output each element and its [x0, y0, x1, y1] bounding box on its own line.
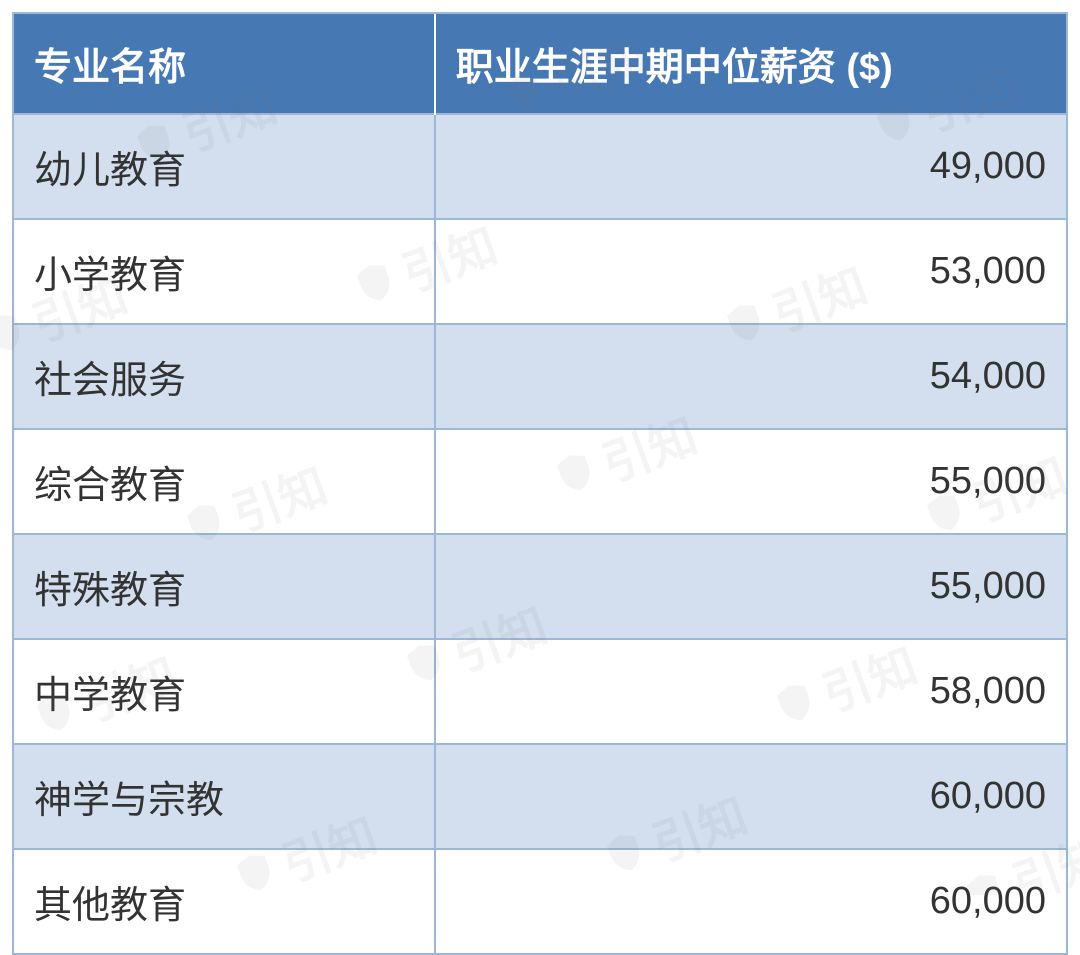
table-row: 其他教育 60,000 — [14, 849, 1066, 953]
cell-salary: 60,000 — [435, 744, 1066, 849]
cell-salary: 53,000 — [435, 219, 1066, 324]
header-major: 专业名称 — [14, 14, 435, 114]
cell-major: 特殊教育 — [14, 534, 435, 639]
cell-major: 中学教育 — [14, 639, 435, 744]
table-row: 小学教育 53,000 — [14, 219, 1066, 324]
cell-major: 小学教育 — [14, 219, 435, 324]
table-row: 特殊教育 55,000 — [14, 534, 1066, 639]
table-row: 中学教育 58,000 — [14, 639, 1066, 744]
header-salary: 职业生涯中期中位薪资 ($) — [435, 14, 1066, 114]
cell-salary: 55,000 — [435, 534, 1066, 639]
table-row: 社会服务 54,000 — [14, 324, 1066, 429]
salary-table-container: 专业名称 职业生涯中期中位薪资 ($) 幼儿教育 49,000 小学教育 53,… — [12, 12, 1068, 955]
cell-salary: 49,000 — [435, 114, 1066, 219]
table-body: 幼儿教育 49,000 小学教育 53,000 社会服务 54,000 综合教育… — [14, 114, 1066, 953]
table-header-row: 专业名称 职业生涯中期中位薪资 ($) — [14, 14, 1066, 114]
cell-salary: 58,000 — [435, 639, 1066, 744]
table-row: 幼儿教育 49,000 — [14, 114, 1066, 219]
table-row: 综合教育 55,000 — [14, 429, 1066, 534]
cell-major: 神学与宗教 — [14, 744, 435, 849]
cell-major: 综合教育 — [14, 429, 435, 534]
cell-major: 社会服务 — [14, 324, 435, 429]
cell-major: 幼儿教育 — [14, 114, 435, 219]
cell-major: 其他教育 — [14, 849, 435, 953]
salary-table: 专业名称 职业生涯中期中位薪资 ($) 幼儿教育 49,000 小学教育 53,… — [14, 14, 1066, 953]
table-row: 神学与宗教 60,000 — [14, 744, 1066, 849]
cell-salary: 54,000 — [435, 324, 1066, 429]
cell-salary: 60,000 — [435, 849, 1066, 953]
cell-salary: 55,000 — [435, 429, 1066, 534]
